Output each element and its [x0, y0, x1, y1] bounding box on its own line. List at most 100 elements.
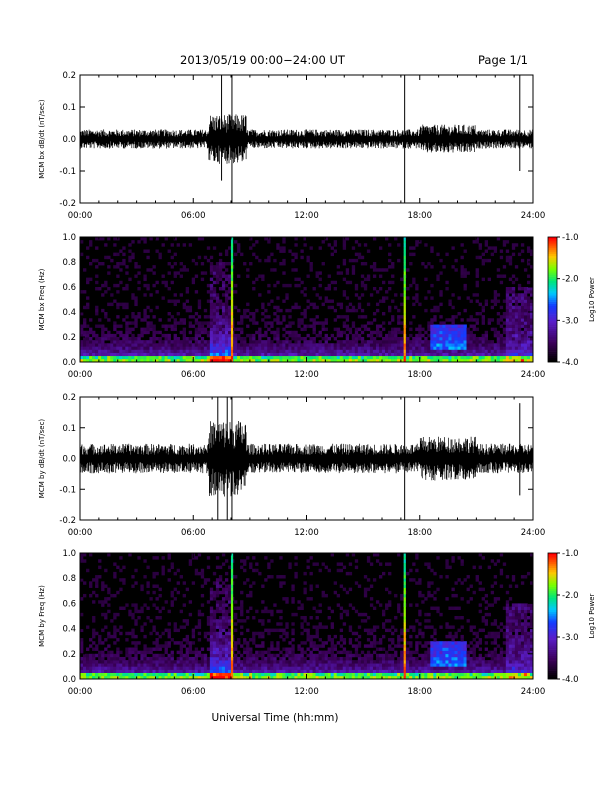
- spectrogram-cell: [354, 631, 359, 636]
- spectrogram-cell: [454, 656, 458, 661]
- spectrogram-cell: [309, 672, 313, 677]
- spectrogram-cell: [451, 593, 455, 598]
- spectrogram-cell: [285, 663, 289, 667]
- spectrogram-cell: [391, 656, 395, 661]
- spectrogram-cell: [463, 666, 467, 670]
- spectrogram-cell: [227, 346, 232, 350]
- spectrogram-cell: [348, 666, 353, 670]
- spectrogram-cell: [315, 634, 319, 639]
- spectrogram-cell: [164, 660, 168, 664]
- spectrogram-cell: [330, 647, 334, 651]
- spectrogram-cell: [246, 644, 250, 648]
- spectrogram-cell: [523, 299, 528, 303]
- spectrogram-cell: [128, 672, 132, 677]
- spectrogram-cell: [297, 337, 301, 341]
- spectrogram-cell: [128, 243, 132, 247]
- spectrogram-cell: [80, 340, 84, 344]
- spectrogram-cell: [502, 352, 507, 357]
- spectrogram-cell: [119, 672, 123, 677]
- spectrogram-cell: [526, 349, 531, 353]
- spectrogram-cell: [291, 631, 295, 636]
- spectrogram-cell: [155, 666, 159, 670]
- spectrogram-cell: [472, 358, 476, 363]
- spectrogram-cell: [345, 553, 350, 557]
- spectrogram-cell: [197, 237, 202, 241]
- spectrogram-cell: [227, 666, 232, 670]
- spectrogram-cell: [357, 337, 362, 341]
- spectrogram-cell: [451, 559, 455, 563]
- spectrogram-cell: [445, 559, 449, 563]
- spectrogram-cell: [469, 337, 473, 341]
- spectrogram-cell: [234, 337, 238, 341]
- spectrogram-cell: [294, 283, 298, 288]
- spectrogram-line-cell: [403, 243, 406, 247]
- spectrogram-cell: [475, 271, 479, 275]
- spectrogram-cell: [523, 333, 528, 338]
- spectrogram-cell: [218, 634, 223, 639]
- spectrogram-cell: [279, 355, 283, 360]
- spectrogram-cell: [167, 556, 171, 560]
- page-title: 2013/05/19 00:00−24:00 UT: [180, 53, 345, 67]
- spectrogram-cell: [113, 252, 117, 257]
- x-tick-label: 06:00: [181, 370, 206, 380]
- spectrogram-cell: [382, 666, 386, 670]
- spectrogram-cell: [330, 609, 334, 614]
- spectrogram-cell: [463, 355, 467, 360]
- spectrogram-cell: [297, 318, 301, 322]
- spectrogram-cell: [357, 641, 362, 645]
- spectrogram-cell: [363, 324, 368, 328]
- spectrogram-cell: [282, 237, 286, 241]
- spectrogram-cell: [80, 333, 84, 338]
- spectrogram-cell: [282, 315, 286, 319]
- spectrogram-cell: [197, 315, 202, 319]
- spectrogram-cell: [276, 622, 280, 626]
- spectrogram-cell: [442, 675, 446, 680]
- spectrogram-cell: [436, 587, 440, 592]
- spectrogram-cell: [237, 358, 241, 363]
- spectrogram-cell: [218, 330, 223, 335]
- spectrogram-cell: [227, 616, 232, 620]
- spectrogram-cell: [110, 634, 114, 639]
- spectrogram-cell: [333, 243, 337, 247]
- spectrogram-cell: [475, 299, 479, 303]
- spectrogram-cell: [119, 268, 123, 272]
- spectrogram-cell: [285, 283, 289, 288]
- spectrogram-cell: [209, 327, 214, 332]
- y-tick-label: 0.0: [62, 358, 76, 368]
- spectrogram-cell: [297, 644, 301, 648]
- spectrogram-cell: [306, 343, 310, 347]
- spectrogram-cell: [218, 575, 223, 579]
- spectrogram-cell: [412, 628, 416, 633]
- spectrogram-cell: [179, 349, 183, 353]
- spectrogram-cell: [315, 660, 319, 664]
- spectrogram-cell: [475, 327, 479, 332]
- spectrogram-cell: [460, 616, 464, 620]
- spectrogram-cell: [203, 271, 208, 275]
- spectrogram-cell: [315, 346, 319, 350]
- spectrogram-cell: [409, 656, 413, 661]
- spectrogram-cell: [104, 616, 108, 620]
- spectrogram-cell: [276, 653, 280, 658]
- spectrogram-cell: [95, 287, 99, 291]
- spectrogram-cell: [469, 349, 473, 353]
- spectrogram-cell: [324, 349, 328, 353]
- spectrogram-cell: [400, 340, 404, 344]
- spectrogram-cell: [502, 274, 507, 278]
- spectrogram-cell: [433, 590, 437, 595]
- spectrogram-cell: [412, 246, 416, 250]
- spectrogram-cell: [496, 349, 501, 353]
- spectrogram-cell: [101, 672, 105, 677]
- spectrogram-cell: [382, 340, 386, 344]
- spectrogram-cell: [221, 553, 226, 557]
- spectrogram-cell: [116, 346, 120, 350]
- spectrogram-cell: [415, 669, 419, 673]
- y-tick-label: 0.0: [62, 135, 76, 145]
- spectrogram-cell: [529, 308, 534, 313]
- spectrogram-cell: [291, 268, 295, 272]
- spectrogram-cell: [261, 641, 265, 645]
- spectrogram-cell: [273, 647, 277, 651]
- spectrogram-cell: [523, 358, 528, 363]
- spectrogram-cell: [185, 358, 190, 363]
- spectrogram-cell: [430, 663, 434, 667]
- spectrogram-cell: [469, 340, 473, 344]
